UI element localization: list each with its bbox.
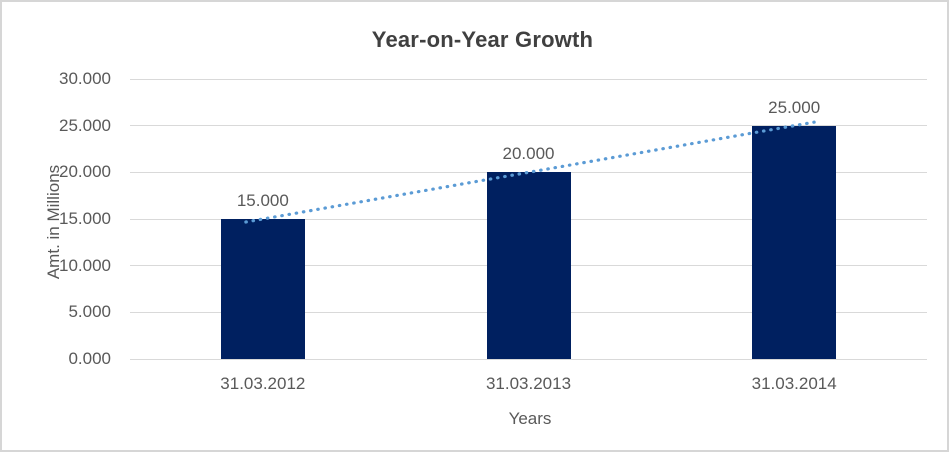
y-tick-label: 30.000 bbox=[59, 69, 111, 88]
y-tick-label: 5.000 bbox=[68, 302, 111, 322]
x-tick-label: 31.03.2013 bbox=[485, 374, 572, 393]
bar bbox=[752, 125, 837, 359]
y-tick-label: 20.000 bbox=[59, 162, 111, 182]
y-tick-label: 15.000 bbox=[59, 209, 111, 228]
chart-title: Year-on-Year Growth bbox=[371, 27, 594, 52]
data-label: 15.000 bbox=[236, 191, 289, 210]
bar bbox=[486, 172, 571, 359]
bar bbox=[220, 219, 305, 359]
x-tick-label: 31.03.2012 bbox=[220, 374, 306, 393]
x-axis-line bbox=[130, 358, 927, 360]
data-label: 25.000 bbox=[768, 97, 821, 117]
y-tick-label: 0.000 bbox=[68, 349, 111, 368]
x-axis-title: Years bbox=[508, 409, 552, 428]
y-tick-label: 10.000 bbox=[59, 255, 111, 275]
x-tick-label: 31.03.2014 bbox=[751, 374, 837, 393]
gridline bbox=[130, 78, 927, 80]
y-tick-label: 25.000 bbox=[59, 115, 111, 135]
data-label: 20.000 bbox=[502, 144, 555, 164]
